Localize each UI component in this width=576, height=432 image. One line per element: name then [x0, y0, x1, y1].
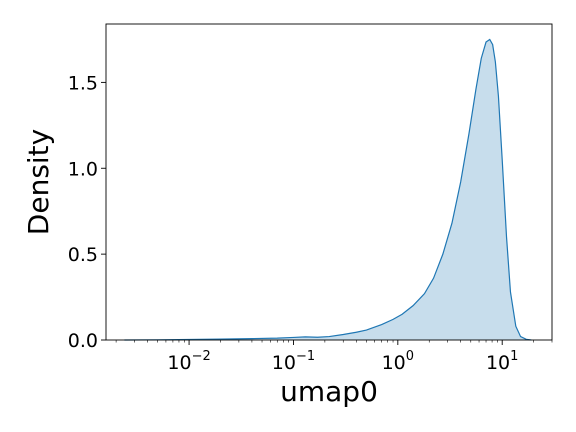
density-area-fill: [124, 39, 532, 341]
y-axis-label: Density: [22, 129, 55, 235]
x-axis-label: umap0: [280, 375, 378, 408]
x-tick-label: 10−2: [167, 349, 210, 374]
y-tick-label: 1.0: [68, 158, 98, 180]
x-tick-label: 100: [382, 349, 414, 374]
density-line: [124, 38, 532, 341]
y-axis: 0.0 0.5 1.0 1.5: [68, 72, 106, 352]
x-tick-label: 10−1: [272, 349, 315, 374]
axes-frame: [105, 23, 553, 341]
plot-area: [124, 38, 532, 341]
x-axis: 10−2 10−1 100 101: [115, 340, 553, 374]
y-tick-label: 0.0: [68, 330, 98, 352]
y-tick-label: 0.5: [68, 244, 98, 266]
y-tick-label: 1.5: [68, 72, 98, 94]
x-tick-label: 101: [486, 349, 518, 374]
